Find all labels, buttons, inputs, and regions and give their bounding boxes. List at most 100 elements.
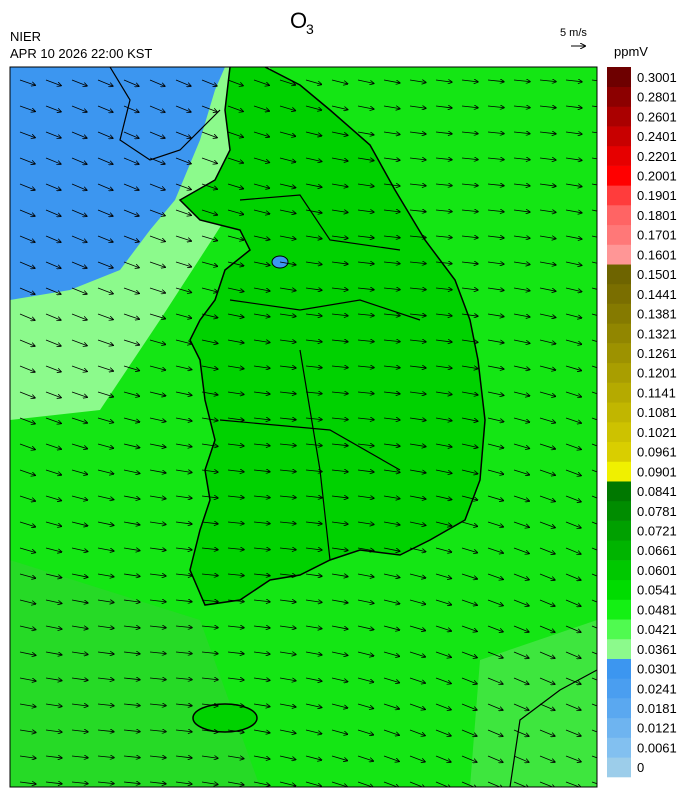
wind-arrow xyxy=(305,209,322,213)
wind-arrow xyxy=(565,677,581,684)
wind-arrow xyxy=(513,313,530,317)
wind-arrow xyxy=(227,209,243,214)
wind-arrow xyxy=(461,417,478,421)
wind-arrow xyxy=(591,105,597,108)
wind-arrow xyxy=(461,521,477,526)
wind-arrow xyxy=(357,625,374,630)
wind-arrow xyxy=(123,105,139,112)
wind-arrow xyxy=(461,599,477,605)
wind-arrow xyxy=(45,521,61,526)
wind-arrow xyxy=(175,782,192,784)
wind-arrow xyxy=(383,496,400,499)
wind-arrow xyxy=(487,443,504,448)
wind-arrow xyxy=(357,444,374,446)
wind-arrow xyxy=(435,158,452,160)
wind-arrow xyxy=(279,677,296,681)
wind-arrow xyxy=(435,521,452,526)
wind-arrow xyxy=(45,391,61,398)
wind-arrow xyxy=(19,730,36,732)
wind-arrow xyxy=(513,236,530,238)
wind-arrow xyxy=(253,496,270,498)
title-subscript: 3 xyxy=(306,21,314,37)
wind-arrow xyxy=(149,365,165,370)
wind-arrow xyxy=(201,235,217,241)
wind-arrow xyxy=(461,184,478,186)
wind-arrow xyxy=(201,418,218,421)
wind-arrow xyxy=(97,391,113,397)
wind-arrow xyxy=(461,391,478,395)
wind-arrow xyxy=(305,600,322,602)
colorbar-label: 0.0181 xyxy=(637,701,677,716)
wind-arrow xyxy=(409,184,426,186)
wind-arrow xyxy=(305,235,322,239)
wind-arrow xyxy=(149,756,166,758)
wind-arrow xyxy=(123,339,139,345)
wind-arrow xyxy=(383,210,400,212)
wind-arrow xyxy=(149,261,165,267)
wind-arrow xyxy=(227,287,244,291)
wind-arrow xyxy=(565,235,582,239)
wind-arrow xyxy=(331,651,348,655)
wind-arrow xyxy=(279,703,296,707)
wind-arrow xyxy=(175,339,192,344)
wind-arrow xyxy=(383,314,400,316)
wind-arrow xyxy=(461,573,477,579)
wind-arrow xyxy=(409,521,426,525)
wind-arrow xyxy=(487,495,503,501)
wind-arrow xyxy=(383,755,399,761)
wind-arrow xyxy=(253,418,270,420)
wind-arrow xyxy=(45,573,62,578)
wind-arrow xyxy=(71,183,87,190)
colorbar-cell xyxy=(607,638,631,659)
wind-arrow xyxy=(45,131,61,138)
wind-arrow xyxy=(97,469,114,474)
wind-arrow xyxy=(591,365,597,369)
wind-arrow xyxy=(305,340,322,342)
japan-coast xyxy=(509,669,597,787)
wind-arrow xyxy=(591,677,597,681)
wind-arrow xyxy=(279,781,296,786)
colorbar-label: 0.1141 xyxy=(637,385,676,400)
wind-arrow xyxy=(435,392,452,394)
wind-arrow xyxy=(71,391,87,397)
wind-arrow xyxy=(253,652,270,654)
wind-arrow xyxy=(149,287,165,293)
wind-arrow xyxy=(279,131,295,136)
wind-arrow xyxy=(461,469,478,474)
wind-arrow xyxy=(435,210,452,212)
wind-arrow xyxy=(227,600,244,602)
wind-arrow xyxy=(19,599,36,604)
wind-arrow xyxy=(383,366,400,368)
wind-arrow xyxy=(175,574,192,576)
colorbar-label: 0.0961 xyxy=(637,445,677,460)
colorbar-label: 0.0241 xyxy=(637,681,677,696)
wind-arrow xyxy=(71,652,88,654)
wind-arrow xyxy=(123,79,139,86)
wind-arrow xyxy=(19,365,35,372)
colorbar-cell xyxy=(607,520,631,541)
wind-arrow xyxy=(305,574,322,576)
field-region xyxy=(10,67,225,300)
wind-arrow xyxy=(123,730,140,732)
wind-arrow xyxy=(149,574,166,576)
wind-arrow xyxy=(149,131,165,138)
wind-arrow xyxy=(331,755,347,761)
wind-arrow xyxy=(253,209,270,214)
wind-arrow xyxy=(435,262,452,264)
wind-arrow xyxy=(123,678,140,680)
wind-arrow xyxy=(71,730,88,732)
wind-arrow xyxy=(201,704,218,706)
wind-arrow xyxy=(409,547,426,552)
wind-arrow xyxy=(383,236,400,238)
wind-arrow xyxy=(45,79,61,86)
wind-arrow xyxy=(45,678,62,681)
wind-arrow xyxy=(435,703,451,710)
wind-arrow xyxy=(227,131,243,137)
wind-arrow xyxy=(279,548,296,550)
wind-arrow xyxy=(175,600,192,602)
wind-arrow xyxy=(71,678,88,680)
wind-arrow xyxy=(149,548,166,550)
wind-arrow xyxy=(539,651,555,658)
wind-arrow xyxy=(565,80,582,82)
wind-arrow xyxy=(175,261,191,267)
